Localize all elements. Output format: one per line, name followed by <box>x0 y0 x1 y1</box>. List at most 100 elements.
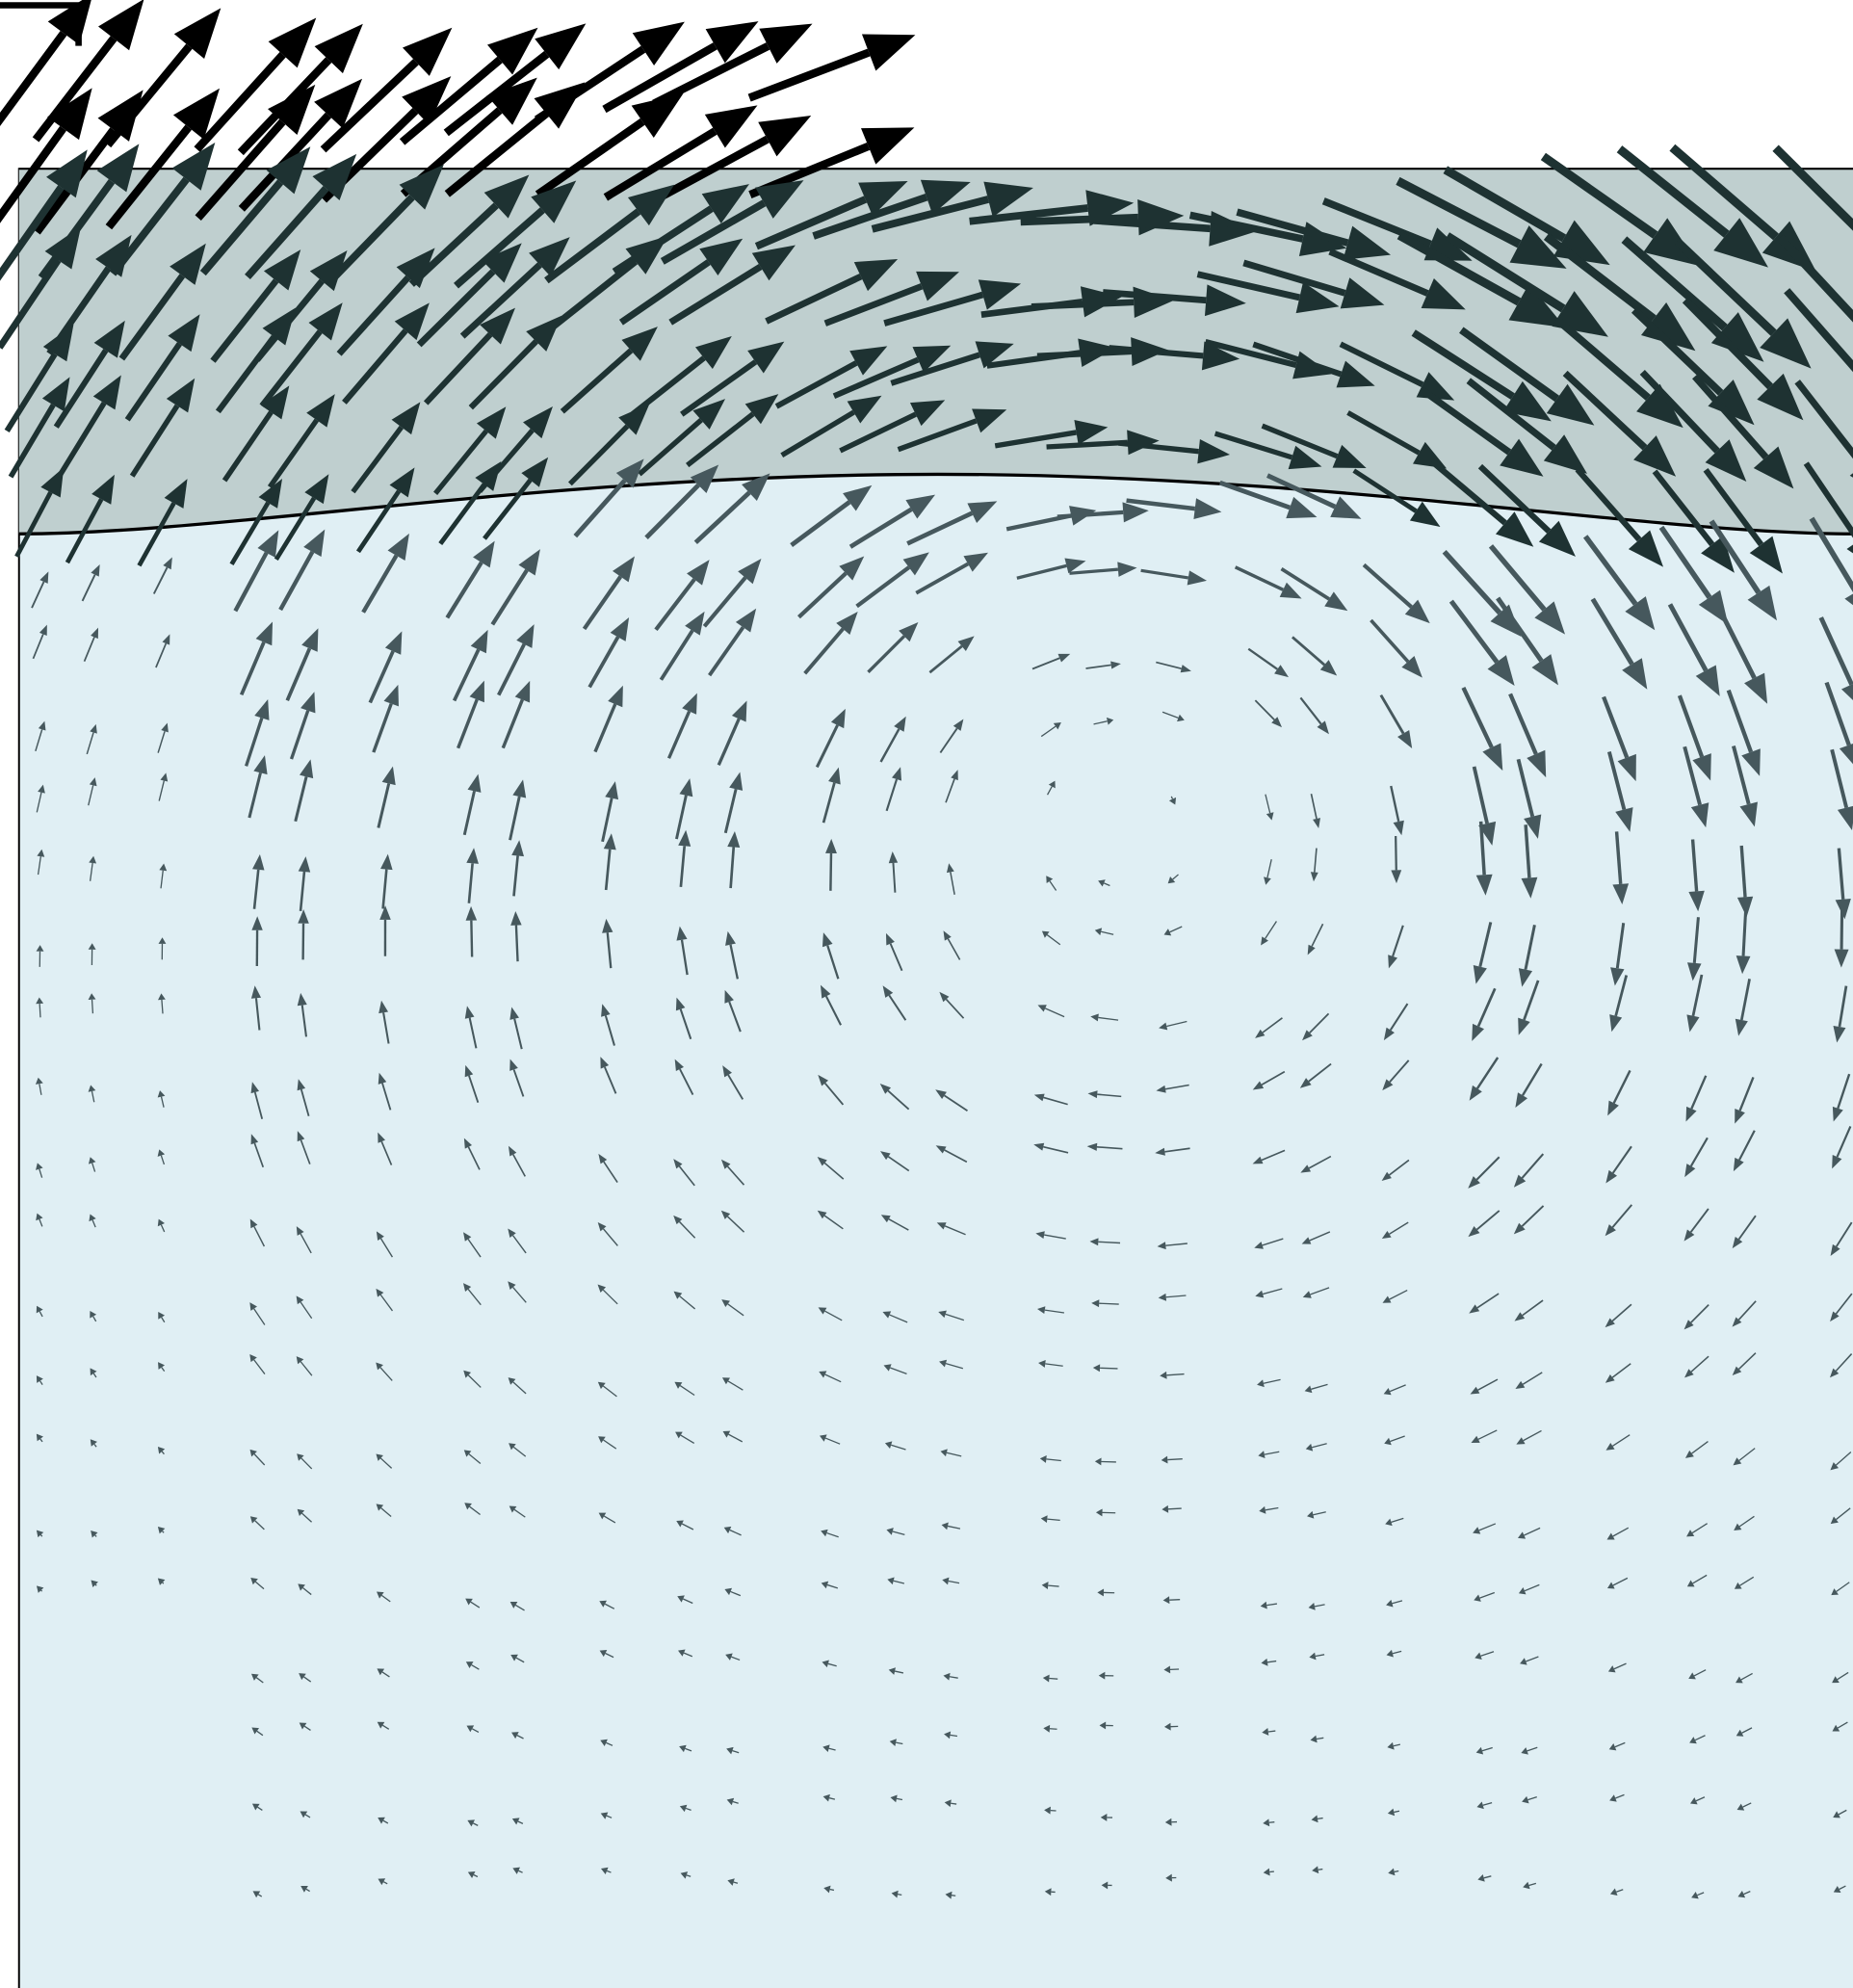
arrow-head <box>1307 1510 1315 1519</box>
arrow-shaft <box>94 1583 97 1586</box>
arrow-shaft <box>1582 535 1638 606</box>
arrow-shaft <box>501 698 524 749</box>
arrow-shaft <box>300 1233 312 1254</box>
arrow-head <box>516 624 535 648</box>
arrow-head <box>380 853 393 871</box>
arrow-shaft <box>1772 144 1853 231</box>
arrow-shaft <box>1261 423 1339 459</box>
arrow-head <box>720 1159 731 1169</box>
arrow-head <box>1538 520 1576 557</box>
arrow-shaft <box>1049 1677 1058 1680</box>
arrow-shaft <box>605 1652 614 1659</box>
arrow-shaft <box>1818 616 1853 686</box>
arrow-head <box>266 146 311 195</box>
arrow-shaft <box>666 710 692 759</box>
arrow-shaft <box>483 478 533 540</box>
arrow-head <box>1310 1735 1318 1743</box>
arrow-head <box>1057 653 1071 663</box>
arrow-shaft <box>1101 930 1114 935</box>
arrow-shaft <box>254 998 261 1031</box>
arrow-head <box>1167 876 1176 884</box>
arrow-head <box>608 685 623 708</box>
arrow-head <box>1736 1803 1745 1811</box>
arrow-shaft <box>855 565 911 609</box>
arrow-head <box>887 1577 895 1585</box>
arrow-head <box>1266 812 1274 821</box>
arrow-head <box>1830 1311 1840 1322</box>
arrow-head <box>1201 341 1240 371</box>
arrow-head <box>157 1526 166 1534</box>
arrow-shaft <box>222 410 274 483</box>
arrow-shaft <box>1693 1669 1707 1677</box>
arrow-shaft <box>883 291 984 327</box>
arrow-head <box>1204 284 1246 317</box>
arrow-head <box>168 314 200 353</box>
arrow-head <box>822 1660 829 1668</box>
arrow-shaft <box>1247 647 1278 670</box>
arrow-head <box>978 279 1022 310</box>
arrow-head <box>830 708 846 729</box>
arrow-shaft <box>58 401 107 477</box>
arrow-head <box>47 88 92 141</box>
arrow-shaft <box>248 772 262 819</box>
arrow-head <box>886 1528 894 1535</box>
arrow-head <box>464 1503 472 1510</box>
arrow-head <box>464 1006 475 1019</box>
arrow-shaft <box>1309 1231 1331 1242</box>
arrow-head <box>399 164 444 210</box>
arrow-shaft <box>39 1168 43 1178</box>
arrow-shaft <box>1691 974 1704 1017</box>
arrow-head <box>902 552 929 576</box>
arrow-head <box>249 1218 258 1229</box>
arrow-shaft <box>1461 687 1494 748</box>
arrow-shaft <box>892 1530 905 1535</box>
arrow-head <box>742 473 770 502</box>
arrow-shaft <box>730 1590 742 1597</box>
arrow-shaft <box>1611 1303 1632 1322</box>
arrow-shaft <box>32 36 117 143</box>
arrow-head <box>888 1667 896 1675</box>
arrow-head <box>675 997 686 1011</box>
arrow-head <box>682 693 697 715</box>
arrow-head <box>1472 1023 1485 1041</box>
arrow-head <box>941 1522 949 1530</box>
arrow-head <box>722 1065 732 1078</box>
arrow-head <box>157 1446 166 1454</box>
arrow-shaft <box>848 507 913 549</box>
arrow-shaft <box>31 581 45 609</box>
arrow-head <box>521 457 549 487</box>
arrow-shaft <box>728 1001 742 1033</box>
arrow-head <box>1527 749 1547 778</box>
arrow-head <box>597 1381 606 1390</box>
arrow-head <box>909 400 946 427</box>
arrow-shaft <box>1165 1242 1187 1246</box>
arrow-head <box>297 1131 305 1142</box>
arrow-head <box>257 530 279 558</box>
arrow-head <box>263 249 301 291</box>
arrow-head <box>1261 936 1268 946</box>
arrow-head <box>1156 1085 1166 1093</box>
arrow-head <box>1074 420 1109 445</box>
arrow-shaft <box>1475 1057 1500 1089</box>
arrow-shaft <box>680 939 689 976</box>
arrow-shaft <box>517 1820 524 1824</box>
arrow-head <box>1262 1728 1269 1736</box>
arrow-head <box>1607 1100 1619 1116</box>
arrow-head <box>1470 1386 1480 1395</box>
arrow-head <box>254 699 270 720</box>
arrow-shaft <box>1268 1821 1275 1823</box>
arrow-head <box>1732 1317 1742 1327</box>
arrow-shaft <box>1528 1882 1537 1887</box>
arrow-shaft <box>726 1165 745 1186</box>
arrow-shaft <box>754 196 868 250</box>
arrow-shaft <box>1100 1367 1118 1370</box>
arrow-head <box>296 1226 304 1236</box>
arrow-shaft <box>945 1313 965 1321</box>
arrow-head <box>1683 1229 1695 1242</box>
arrow-shaft <box>91 1090 95 1103</box>
arrow-head <box>943 930 952 941</box>
arrow-head <box>1710 312 1764 362</box>
arrow-head <box>91 564 100 577</box>
arrow-shaft <box>1048 1584 1059 1587</box>
arrow-head <box>378 1878 386 1886</box>
